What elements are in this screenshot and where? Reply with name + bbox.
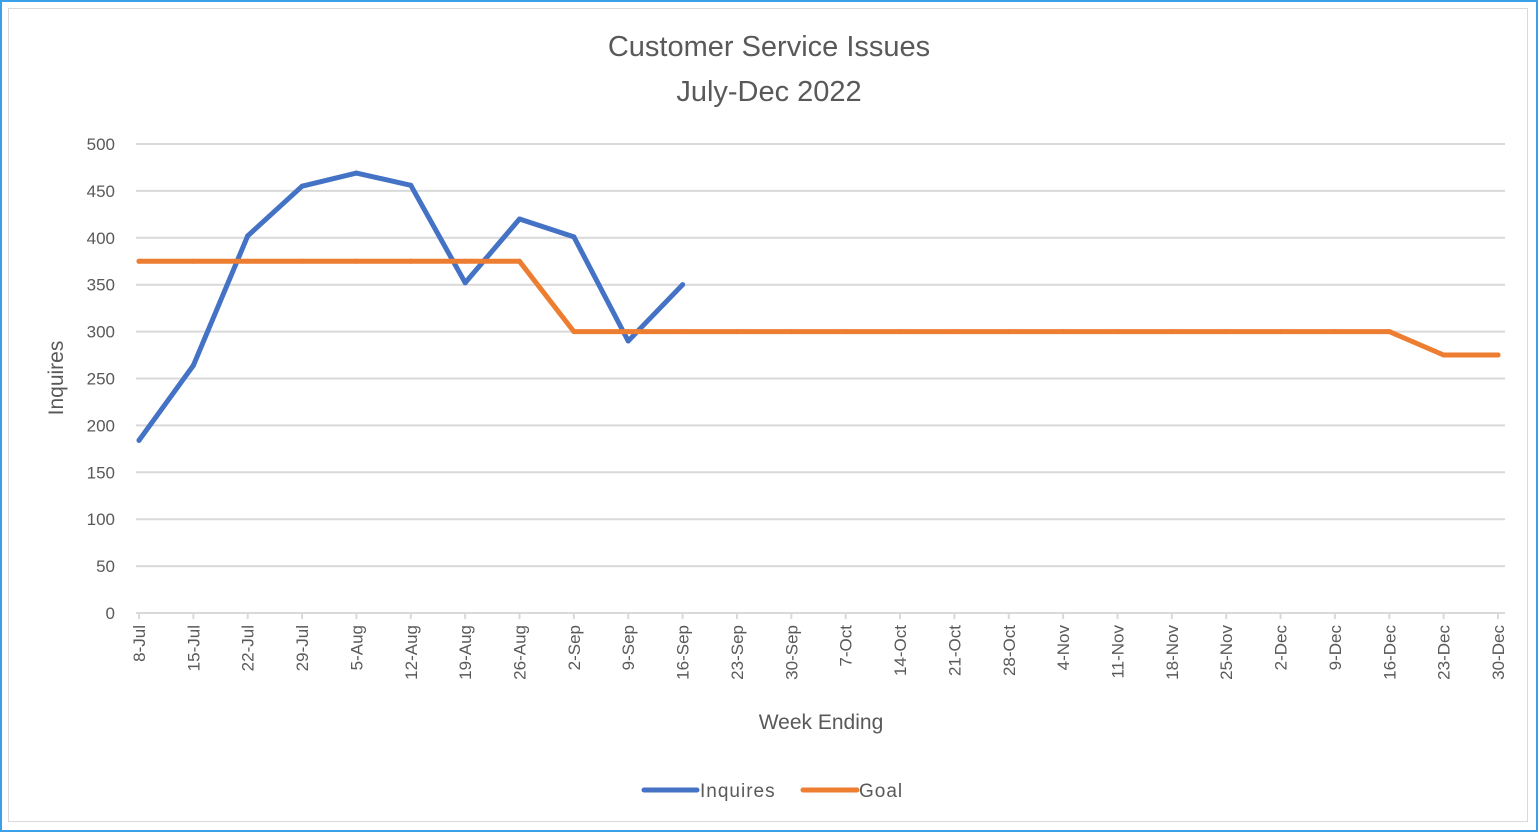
y-tick-label: 150 bbox=[87, 463, 115, 482]
y-tick-label: 450 bbox=[87, 182, 115, 201]
chart-title-line-1: Customer Service Issues bbox=[608, 31, 930, 63]
x-tick-label: 23-Dec bbox=[1435, 625, 1454, 680]
series-lines bbox=[136, 170, 1501, 443]
chart-area-border bbox=[8, 8, 1528, 822]
legend-item-goal[interactable]: Goal bbox=[800, 781, 903, 802]
y-tick-label: 50 bbox=[96, 557, 115, 576]
y-tick-label: 300 bbox=[87, 323, 115, 342]
data-point-inquires bbox=[408, 182, 414, 188]
data-point-goal bbox=[1495, 352, 1501, 358]
y-tick-label: 0 bbox=[106, 604, 115, 623]
x-tick-label: 16-Sep bbox=[674, 625, 693, 680]
data-point-goal bbox=[1332, 329, 1338, 335]
y-tick-label: 250 bbox=[87, 370, 115, 389]
data-point-inquires bbox=[245, 233, 251, 239]
data-point-goal bbox=[1060, 329, 1066, 335]
data-point-goal bbox=[951, 329, 957, 335]
y-tick-label: 200 bbox=[87, 416, 115, 435]
y-tick-label: 500 bbox=[87, 135, 115, 154]
x-tick-label: 18-Nov bbox=[1163, 625, 1182, 680]
x-tick-label: 22-Jul bbox=[239, 625, 258, 671]
legend-item-inquires[interactable]: Inquires bbox=[641, 781, 776, 802]
data-point-goal bbox=[1006, 329, 1012, 335]
data-point-goal bbox=[1223, 329, 1229, 335]
y-tick-label: 350 bbox=[87, 276, 115, 295]
x-tick-label: 2-Sep bbox=[565, 625, 584, 670]
data-point-inquires bbox=[353, 170, 359, 176]
x-tick-label: 4-Nov bbox=[1054, 625, 1073, 671]
x-tick-label: 12-Aug bbox=[402, 625, 421, 680]
x-tick-label: 25-Nov bbox=[1217, 625, 1236, 680]
data-point-goal bbox=[1169, 329, 1175, 335]
x-tick-label: 21-Oct bbox=[945, 625, 964, 676]
data-point-goal bbox=[788, 329, 794, 335]
legend: Inquires Goal bbox=[641, 781, 903, 802]
legend-label-inquires: Inquires bbox=[700, 781, 776, 802]
chart-title: Customer Service Issues July-Dec 2022 bbox=[608, 31, 930, 108]
x-tick-label: 19-Aug bbox=[456, 625, 475, 680]
data-point-goal bbox=[680, 329, 686, 335]
data-point-inquires bbox=[136, 437, 142, 443]
data-point-goal bbox=[734, 329, 740, 335]
x-tick-label: 2-Dec bbox=[1272, 625, 1291, 671]
y-axis-title: Inquires bbox=[45, 341, 68, 416]
data-point-goal bbox=[353, 258, 359, 264]
gridlines bbox=[136, 143, 1505, 614]
data-point-goal bbox=[1278, 329, 1284, 335]
chart-title-line-2: July-Dec 2022 bbox=[676, 76, 861, 108]
x-axis: 8-Jul 15-Jul 22-Jul 29-Jul 5-Aug 12-Aug 19-Aug… bbox=[130, 613, 1508, 680]
x-tick-label: 9-Sep bbox=[619, 625, 638, 670]
data-point-goal bbox=[408, 258, 414, 264]
x-tick-label: 28-Oct bbox=[1000, 625, 1019, 676]
data-point-goal bbox=[462, 258, 468, 264]
data-point-inquires bbox=[190, 362, 196, 368]
data-point-inquires bbox=[571, 234, 577, 240]
data-point-goal bbox=[1441, 352, 1447, 358]
x-tick-label: 5-Aug bbox=[347, 625, 366, 670]
x-tick-label: 7-Oct bbox=[837, 625, 856, 667]
x-tick-label: 26-Aug bbox=[511, 625, 530, 680]
data-point-goal bbox=[136, 258, 142, 264]
y-tick-label: 100 bbox=[87, 510, 115, 529]
data-point-goal bbox=[571, 329, 577, 335]
data-point-goal bbox=[843, 329, 849, 335]
x-tick-label: 30-Sep bbox=[782, 625, 801, 680]
data-point-inquires bbox=[462, 280, 468, 286]
data-point-goal bbox=[299, 258, 305, 264]
x-tick-label: 29-Jul bbox=[293, 625, 312, 671]
series-line-inquires bbox=[136, 170, 686, 443]
y-tick-label: 400 bbox=[87, 229, 115, 248]
data-point-goal bbox=[625, 329, 631, 335]
x-tick-label: 23-Sep bbox=[728, 625, 747, 680]
x-tick-label: 16-Dec bbox=[1380, 625, 1399, 680]
data-point-goal bbox=[190, 258, 196, 264]
x-tick-label: 9-Dec bbox=[1326, 625, 1345, 671]
x-tick-label: 11-Nov bbox=[1108, 625, 1127, 679]
data-point-goal bbox=[1115, 329, 1120, 335]
data-point-inquires bbox=[625, 338, 631, 344]
series-line-goal bbox=[136, 258, 1501, 358]
data-point-inquires bbox=[517, 216, 522, 222]
y-axis-tick-labels: 0 50 100 150 200 250 300 350 400 450 500 bbox=[87, 135, 115, 623]
data-point-goal bbox=[1386, 329, 1392, 335]
data-point-goal bbox=[897, 329, 903, 335]
data-point-goal bbox=[517, 258, 522, 264]
x-tick-label: 8-Jul bbox=[130, 625, 149, 662]
data-point-inquires bbox=[680, 282, 686, 288]
x-tick-label: 15-Jul bbox=[184, 625, 203, 671]
data-point-goal bbox=[245, 258, 251, 264]
legend-label-goal: Goal bbox=[859, 781, 903, 802]
x-tick-label: 30-Dec bbox=[1489, 625, 1508, 680]
x-axis-title: Week Ending bbox=[759, 711, 884, 734]
x-tick-label: 14-Oct bbox=[891, 625, 910, 676]
data-point-inquires bbox=[299, 183, 305, 189]
